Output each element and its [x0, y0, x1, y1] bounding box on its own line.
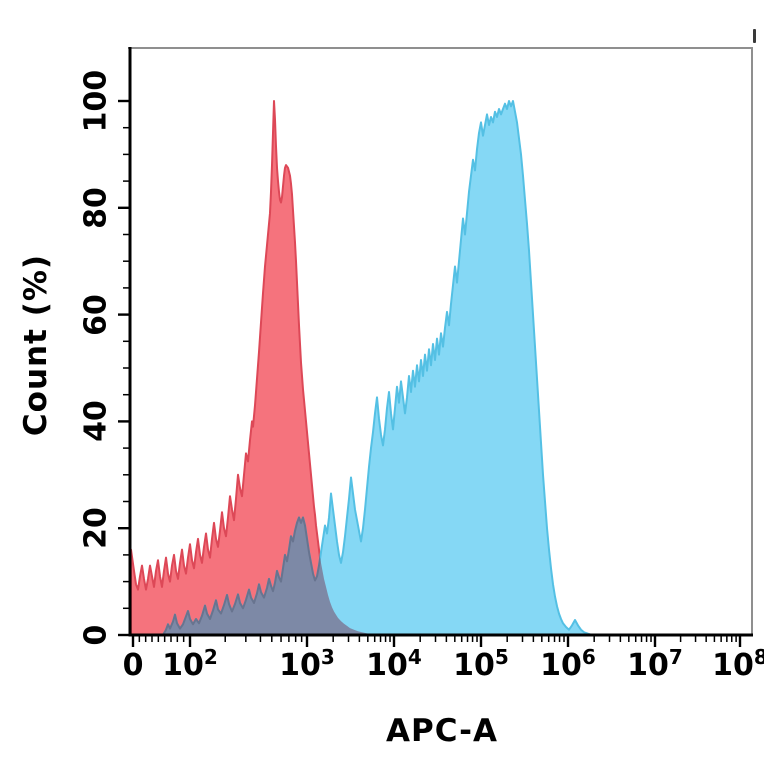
y-tick-label-100: 100 — [78, 69, 114, 133]
y-tick-label-40: 40 — [78, 400, 114, 443]
x-tick-exponent: 2 — [203, 645, 218, 669]
x-tick-exponent: 4 — [407, 645, 422, 669]
x-tick-base: 10 — [712, 648, 754, 683]
x-tick-label-103: 103 — [279, 646, 335, 687]
y-axis-title: Count (%) — [18, 253, 54, 437]
x-tick-exponent: 7 — [668, 645, 683, 669]
x-tick-label-102: 102 — [162, 646, 218, 687]
x-tick-base: 10 — [279, 648, 321, 683]
x-tick-exponent: 8 — [753, 645, 764, 669]
x-tick-base: 10 — [540, 648, 582, 683]
red-histogram-area — [130, 100, 379, 636]
x-tick-label-0: 0 — [123, 646, 144, 687]
x-tick-exponent: 3 — [320, 645, 335, 669]
y-tick-label-0: 0 — [78, 624, 114, 646]
x-tick-label-106: 106 — [540, 646, 596, 687]
y-tick-label-60: 60 — [78, 293, 114, 336]
x-tick-base: 10 — [366, 648, 408, 683]
corner-artifact-mark — [753, 29, 756, 43]
x-tick-base: 10 — [627, 648, 669, 683]
x-tick-exponent: 5 — [494, 645, 509, 669]
x-tick-label-107: 107 — [627, 646, 683, 687]
x-tick-base: 0 — [122, 648, 144, 683]
x-tick-label-105: 105 — [453, 646, 509, 687]
y-tick-label-20: 20 — [78, 507, 114, 550]
y-tick-label-80: 80 — [78, 186, 114, 229]
overlap-region — [162, 101, 378, 635]
x-tick-label-108: 108 — [712, 646, 764, 687]
x-tick-label-104: 104 — [366, 646, 422, 687]
x-tick-exponent: 6 — [581, 645, 596, 669]
x-tick-base: 10 — [453, 648, 495, 683]
x-tick-base: 10 — [162, 648, 204, 683]
x-axis-title: APC-A — [385, 713, 499, 749]
